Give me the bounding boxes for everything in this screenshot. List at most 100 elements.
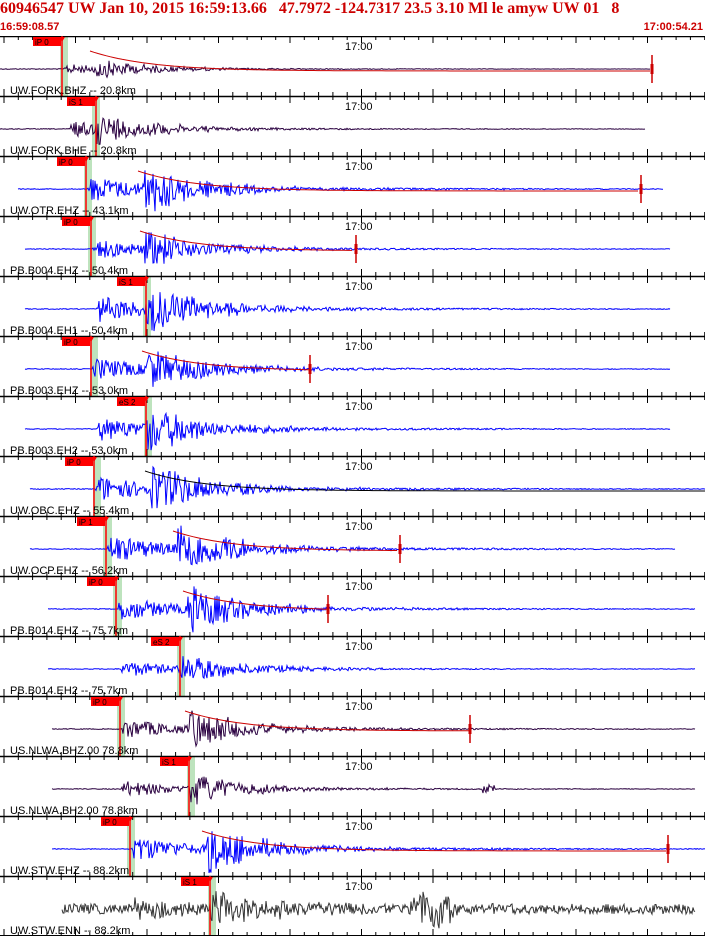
trace-panel[interactable]: 17:00 iP 0 UW.FORK.BHZ -- 20.8km (0, 36, 705, 97)
pick-label: iP 0 (35, 38, 49, 47)
pick-label-box[interactable] (67, 97, 95, 106)
minute-label: 17:00 (345, 401, 373, 413)
station-label: PB.B003.EHZ -- 53.0km (10, 385, 128, 397)
coda-curve (144, 470, 705, 492)
trace-panel[interactable]: 17:00 iP 0 PB.B003.EHZ -- 53.0km (0, 335, 705, 397)
pick-label-box[interactable] (65, 457, 93, 466)
waveform (24, 411, 671, 451)
waveform (29, 525, 676, 566)
seismogram-panel[interactable]: 17:00 iP 0 UW.FORK.BHZ -- 20.8km 17:00 iS 1 U… (0, 36, 705, 938)
waveform (47, 586, 696, 633)
pick-label-box[interactable] (87, 577, 115, 586)
pick-highlight (144, 396, 152, 456)
trace-panel[interactable]: 17:00 iP 0 US.NLWA.BHZ.00 78.8km (0, 695, 705, 757)
pick-label-box[interactable] (117, 277, 145, 286)
minute-label: 17:00 (345, 881, 373, 893)
pick-label: iP 0 (64, 338, 78, 347)
trace-panel[interactable]: 17:00 eS 2 PB.B014.EH2 -- 75.7km (0, 635, 705, 697)
pick-highlight (113, 576, 122, 636)
minute-label: 17:00 (345, 341, 373, 353)
minute-label: 17:00 (345, 281, 373, 293)
waveform (0, 117, 646, 145)
trace-panel[interactable]: 17:00 iS 1 PB.B004.EH1 -- 50.4km (0, 275, 705, 337)
waveform (51, 710, 696, 748)
pick-highlight (84, 156, 92, 216)
header: 60946547 UW Jan 10, 2015 16:59:13.66 47.… (0, 0, 705, 36)
coda-end-marker (639, 184, 643, 194)
minute-label: 17:00 (345, 521, 373, 533)
pick-arrow (103, 517, 109, 522)
coda-end-marker (666, 844, 670, 854)
pick-arrow (93, 97, 99, 102)
coda-end-marker (398, 544, 402, 554)
pick-label-box[interactable] (151, 637, 179, 646)
pick-label-box[interactable] (181, 877, 209, 886)
pick-label: iP 0 (64, 218, 78, 227)
pick-label-box[interactable] (57, 157, 85, 166)
pick-arrow (117, 697, 123, 702)
pick-label-box[interactable] (101, 817, 129, 826)
pick-highlight (90, 336, 98, 396)
waveform (61, 891, 696, 929)
trace-panel[interactable]: 17:00 iP 0 UW.OTR.EHZ -- 43.1km (0, 155, 705, 217)
trace-panel[interactable]: 17:00 iS 1 US.NLWA.BH2.00 78.8km (0, 755, 705, 817)
trace-panel[interactable]: 17:00 iP 0 PB.B014.EHZ -- 75.7km (0, 575, 705, 637)
trace-panel[interactable]: 17:00 iP 0 PB.B004.EHZ -- 50.4km (0, 215, 705, 277)
pick-highlight (187, 756, 195, 816)
pick-label-box[interactable] (117, 397, 145, 406)
pick-label-box[interactable] (91, 697, 119, 706)
pick-label-box[interactable] (62, 337, 90, 346)
waveform (24, 351, 671, 387)
minute-label: 17:00 (345, 161, 373, 173)
pick-label: iS 1 (119, 278, 133, 287)
pick-label-box[interactable] (77, 517, 105, 526)
start-time: 16:59:08.57 (0, 21, 60, 33)
pick-label: iS 1 (183, 878, 197, 887)
station-label: PB.B014.EHZ -- 75.7km (10, 625, 128, 637)
station-label: UW.STW.EHZ -- 88.2km (10, 865, 129, 877)
pick-arrow (177, 637, 183, 642)
pick-label: iP 0 (67, 458, 81, 467)
station-label: PB.B004.EHZ -- 50.4km (10, 265, 128, 277)
station-label: PB.B004.EH1 -- 50.4km (10, 325, 127, 337)
station-label: UW.STW.ENN -- 88.2km (10, 925, 130, 937)
waveform (51, 831, 705, 874)
pick-arrow (186, 757, 192, 762)
waveform (51, 776, 696, 805)
trace-panel[interactable]: 17:00 iP 0 UW.OBC.EHZ -- 55.4km (0, 455, 705, 517)
coda-curve (139, 230, 352, 251)
station-label: UW.OTR.EHZ -- 43.1km (10, 205, 129, 217)
pick-arrow (59, 37, 65, 42)
pick-label-box[interactable] (160, 757, 188, 766)
station-label: PB.B003.EH2 -- 53.0km (10, 445, 127, 457)
coda-end-marker (468, 724, 472, 734)
pick-label-box[interactable] (62, 217, 90, 226)
waveform (24, 232, 671, 264)
coda-end-marker (308, 364, 312, 374)
pick-label: iP 1 (79, 518, 93, 527)
pick-highlight (143, 276, 151, 336)
pick-arrow (127, 817, 133, 822)
pick-highlight (103, 516, 112, 576)
station-label: US.NLWA.BH2.00 78.8km (10, 805, 138, 817)
trace-panel[interactable]: 17:00 iS 1 UW.FORK.BHE -- 20.8km (0, 95, 705, 157)
pick-label-box[interactable] (33, 37, 61, 46)
trace-panel[interactable]: 17:00 iP 1 UW.OCP.EHZ -- 56.2km (0, 515, 705, 577)
pick-highlight (177, 636, 185, 696)
minute-label: 17:00 (345, 701, 373, 713)
pick-label: iS 1 (162, 758, 176, 767)
pick-highlight (88, 216, 96, 276)
minute-label: 17:00 (345, 101, 373, 113)
coda-end-marker (326, 604, 330, 614)
trace-panel[interactable]: 17:00 iP 0 UW.STW.EHZ -- 88.2km (0, 815, 705, 877)
pick-arrow (91, 457, 97, 462)
pick-arrow (88, 337, 94, 342)
station-label: UW.OCP.EHZ -- 56.2km (10, 565, 128, 577)
trace-panel[interactable]: 17:00 iS 1 UW.STW.ENN -- 88.2km (0, 875, 705, 937)
station-label: UW.FORK.BHE -- 20.8km (10, 145, 137, 157)
coda-end-marker (650, 64, 654, 74)
trace-panel[interactable]: 17:00 eS 2 PB.B003.EH2 -- 53.0km (0, 395, 705, 457)
seismogram-canvas[interactable]: 17:00 iP 0 UW.FORK.BHZ -- 20.8km 17:00 iS 1 U… (0, 36, 705, 938)
pick-highlight (208, 876, 216, 936)
coda-curve (201, 830, 666, 852)
